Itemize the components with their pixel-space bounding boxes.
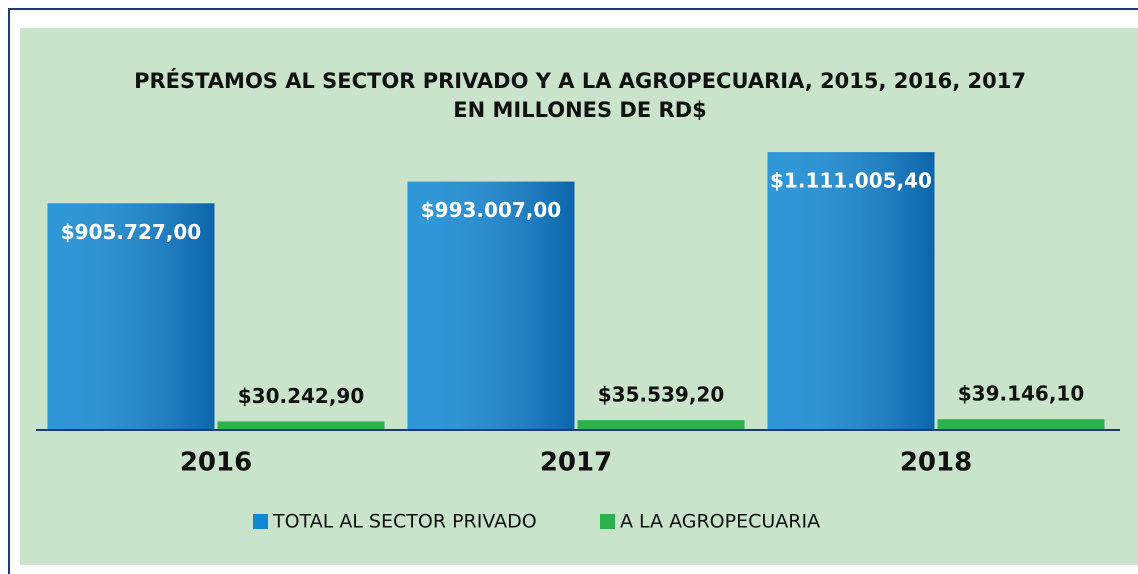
data-label: $39.146,10: [958, 382, 1085, 406]
bar: [217, 421, 385, 429]
chart-subtitle: EN MILLONES DE RD$: [453, 98, 706, 122]
x-tick-label: 2018: [900, 448, 972, 478]
bar: [937, 419, 1105, 429]
chart-title: PRÉSTAMOS AL SECTOR PRIVADO Y A LA AGROP…: [134, 68, 1026, 93]
legend-label: TOTAL AL SECTOR PRIVADO: [272, 511, 537, 533]
legend-swatch: [600, 514, 615, 529]
bar: [767, 152, 935, 429]
x-tick-label: 2016: [180, 448, 252, 478]
data-label: $993.007,00: [421, 198, 561, 222]
x-tick-label: 2017: [540, 448, 612, 478]
data-label: $905.727,00: [61, 220, 201, 244]
data-label: $30.242,90: [238, 384, 365, 408]
legend-label: A LA AGROPECUARIA: [620, 511, 820, 533]
bar: [577, 420, 745, 429]
data-label: $35.539,20: [598, 383, 725, 407]
legend-swatch: [253, 514, 268, 529]
data-label: $1.111.005,40: [770, 169, 932, 193]
